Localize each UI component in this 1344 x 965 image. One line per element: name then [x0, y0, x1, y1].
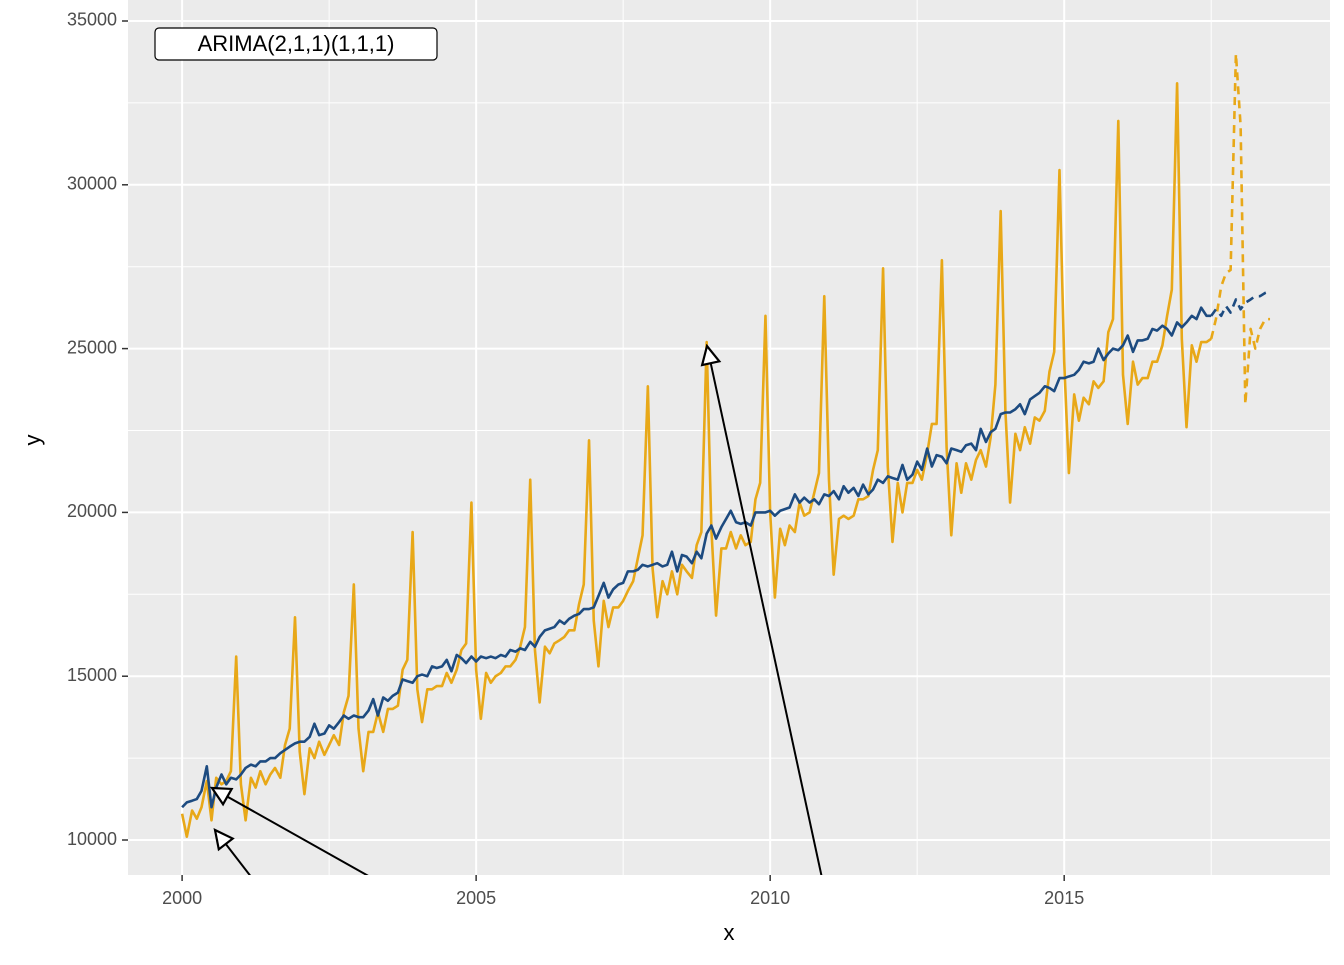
y-tick-label: 25000	[67, 337, 117, 357]
arrow	[212, 788, 369, 875]
arrow	[215, 830, 251, 875]
y-tick-label: 15000	[67, 665, 117, 685]
y-tick-label: 10000	[67, 829, 117, 849]
x-tick-label: 2000	[162, 888, 202, 908]
panel	[128, 0, 1330, 875]
series-line	[181, 306, 1212, 809]
y-axis-title: y	[20, 435, 45, 446]
grid	[128, 0, 1330, 875]
series-line	[1210, 290, 1271, 318]
x-tick-label: 2005	[456, 888, 496, 908]
arrows	[212, 346, 823, 875]
lines	[180, 52, 1271, 839]
ticks: 10000 15000 20000 25000 30000 35000 2000 2005 20…	[67, 10, 1084, 908]
x-tick-label: 2010	[750, 888, 790, 908]
arrow	[707, 346, 823, 875]
y-tick-label: 35000	[67, 10, 117, 30]
series-line	[1209, 52, 1271, 406]
x-tick-label: 2015	[1044, 888, 1084, 908]
y-tick-label: 20000	[67, 501, 117, 521]
annotation-box	[154, 27, 438, 61]
annotation: ARIMA(2,1,1)(1,1,1)	[198, 31, 395, 56]
series-line	[180, 81, 1212, 839]
y-tick-label: 30000	[67, 174, 117, 194]
x-axis-title: x	[724, 920, 735, 945]
